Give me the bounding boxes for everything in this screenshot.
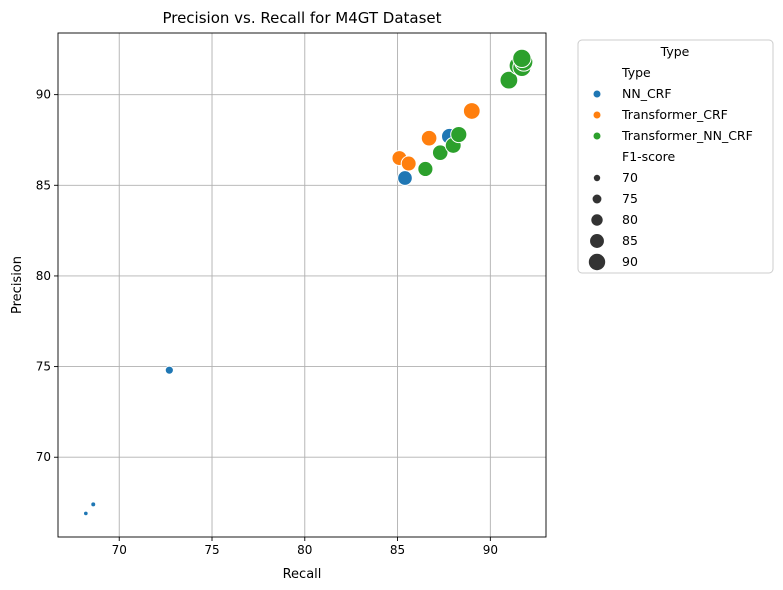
y-axis-label: Precision	[10, 256, 25, 314]
x-tick-label: 85	[390, 543, 405, 557]
point-transformer-nn-crf	[512, 48, 532, 69]
legend-marker-nn-crf	[593, 90, 601, 98]
plot-frame	[57, 32, 547, 538]
legend-label-nn-crf: NN_CRF	[622, 86, 672, 101]
x-tick-label: 90	[483, 543, 498, 557]
point-nn-crf	[82, 510, 89, 517]
legend-size-marker	[590, 234, 604, 248]
point-transformer-crf	[462, 102, 481, 120]
point-transformer-nn-crf	[431, 144, 449, 161]
x-tick-label: 75	[204, 543, 219, 557]
legend-size-label: 75	[622, 191, 638, 206]
legend-box	[577, 39, 774, 274]
point-transformer-crf	[400, 155, 417, 172]
legend-size-marker	[588, 253, 606, 271]
legend-size-marker	[593, 174, 601, 182]
x-tick-label: 80	[297, 543, 312, 557]
legend-title: Type	[660, 44, 690, 59]
x-axis-label: Recall	[283, 567, 322, 582]
legend-marker-transformer-nn-crf	[593, 132, 601, 140]
legend-size-label: 90	[622, 254, 638, 269]
point-nn-crf	[397, 170, 413, 186]
x-axis-ticks: 70 75 80 85 90	[112, 537, 498, 557]
legend-size-header: F1-score	[622, 149, 676, 164]
legend-label-transformer-nn-crf: Transformer_NN_CRF	[621, 128, 753, 143]
legend-marker-transformer-crf	[593, 111, 601, 119]
y-axis-ticks: 70 75 80 85 90	[36, 88, 58, 464]
legend-size-label: 85	[622, 233, 638, 248]
legend-size-marker	[591, 214, 603, 226]
legend: Type Type NN_CRF Transformer_CRF Transform…	[577, 39, 774, 274]
point-transformer-nn-crf	[417, 160, 434, 178]
legend-hue-header: Type	[621, 65, 651, 80]
y-tick-label: 75	[36, 360, 51, 374]
point-transformer-nn-crf	[499, 70, 519, 90]
legend-size-marker	[592, 194, 602, 204]
legend-size-label: 80	[622, 212, 638, 227]
legend-size-label: 70	[622, 170, 638, 185]
chart-title: Precision vs. Recall for M4GT Dataset	[162, 9, 441, 27]
y-tick-label: 80	[36, 269, 51, 283]
y-tick-label: 90	[36, 88, 51, 102]
y-tick-label: 85	[36, 178, 51, 192]
y-tick-label: 70	[36, 450, 51, 464]
point-nn-crf	[90, 501, 97, 508]
grid-lines	[58, 33, 546, 537]
data-points	[82, 48, 534, 517]
point-nn-crf	[164, 365, 174, 375]
legend-label-transformer-crf: Transformer_CRF	[621, 107, 728, 122]
point-transformer-crf	[420, 129, 438, 147]
point-transformer-nn-crf	[450, 125, 468, 144]
x-tick-label: 70	[112, 543, 127, 557]
